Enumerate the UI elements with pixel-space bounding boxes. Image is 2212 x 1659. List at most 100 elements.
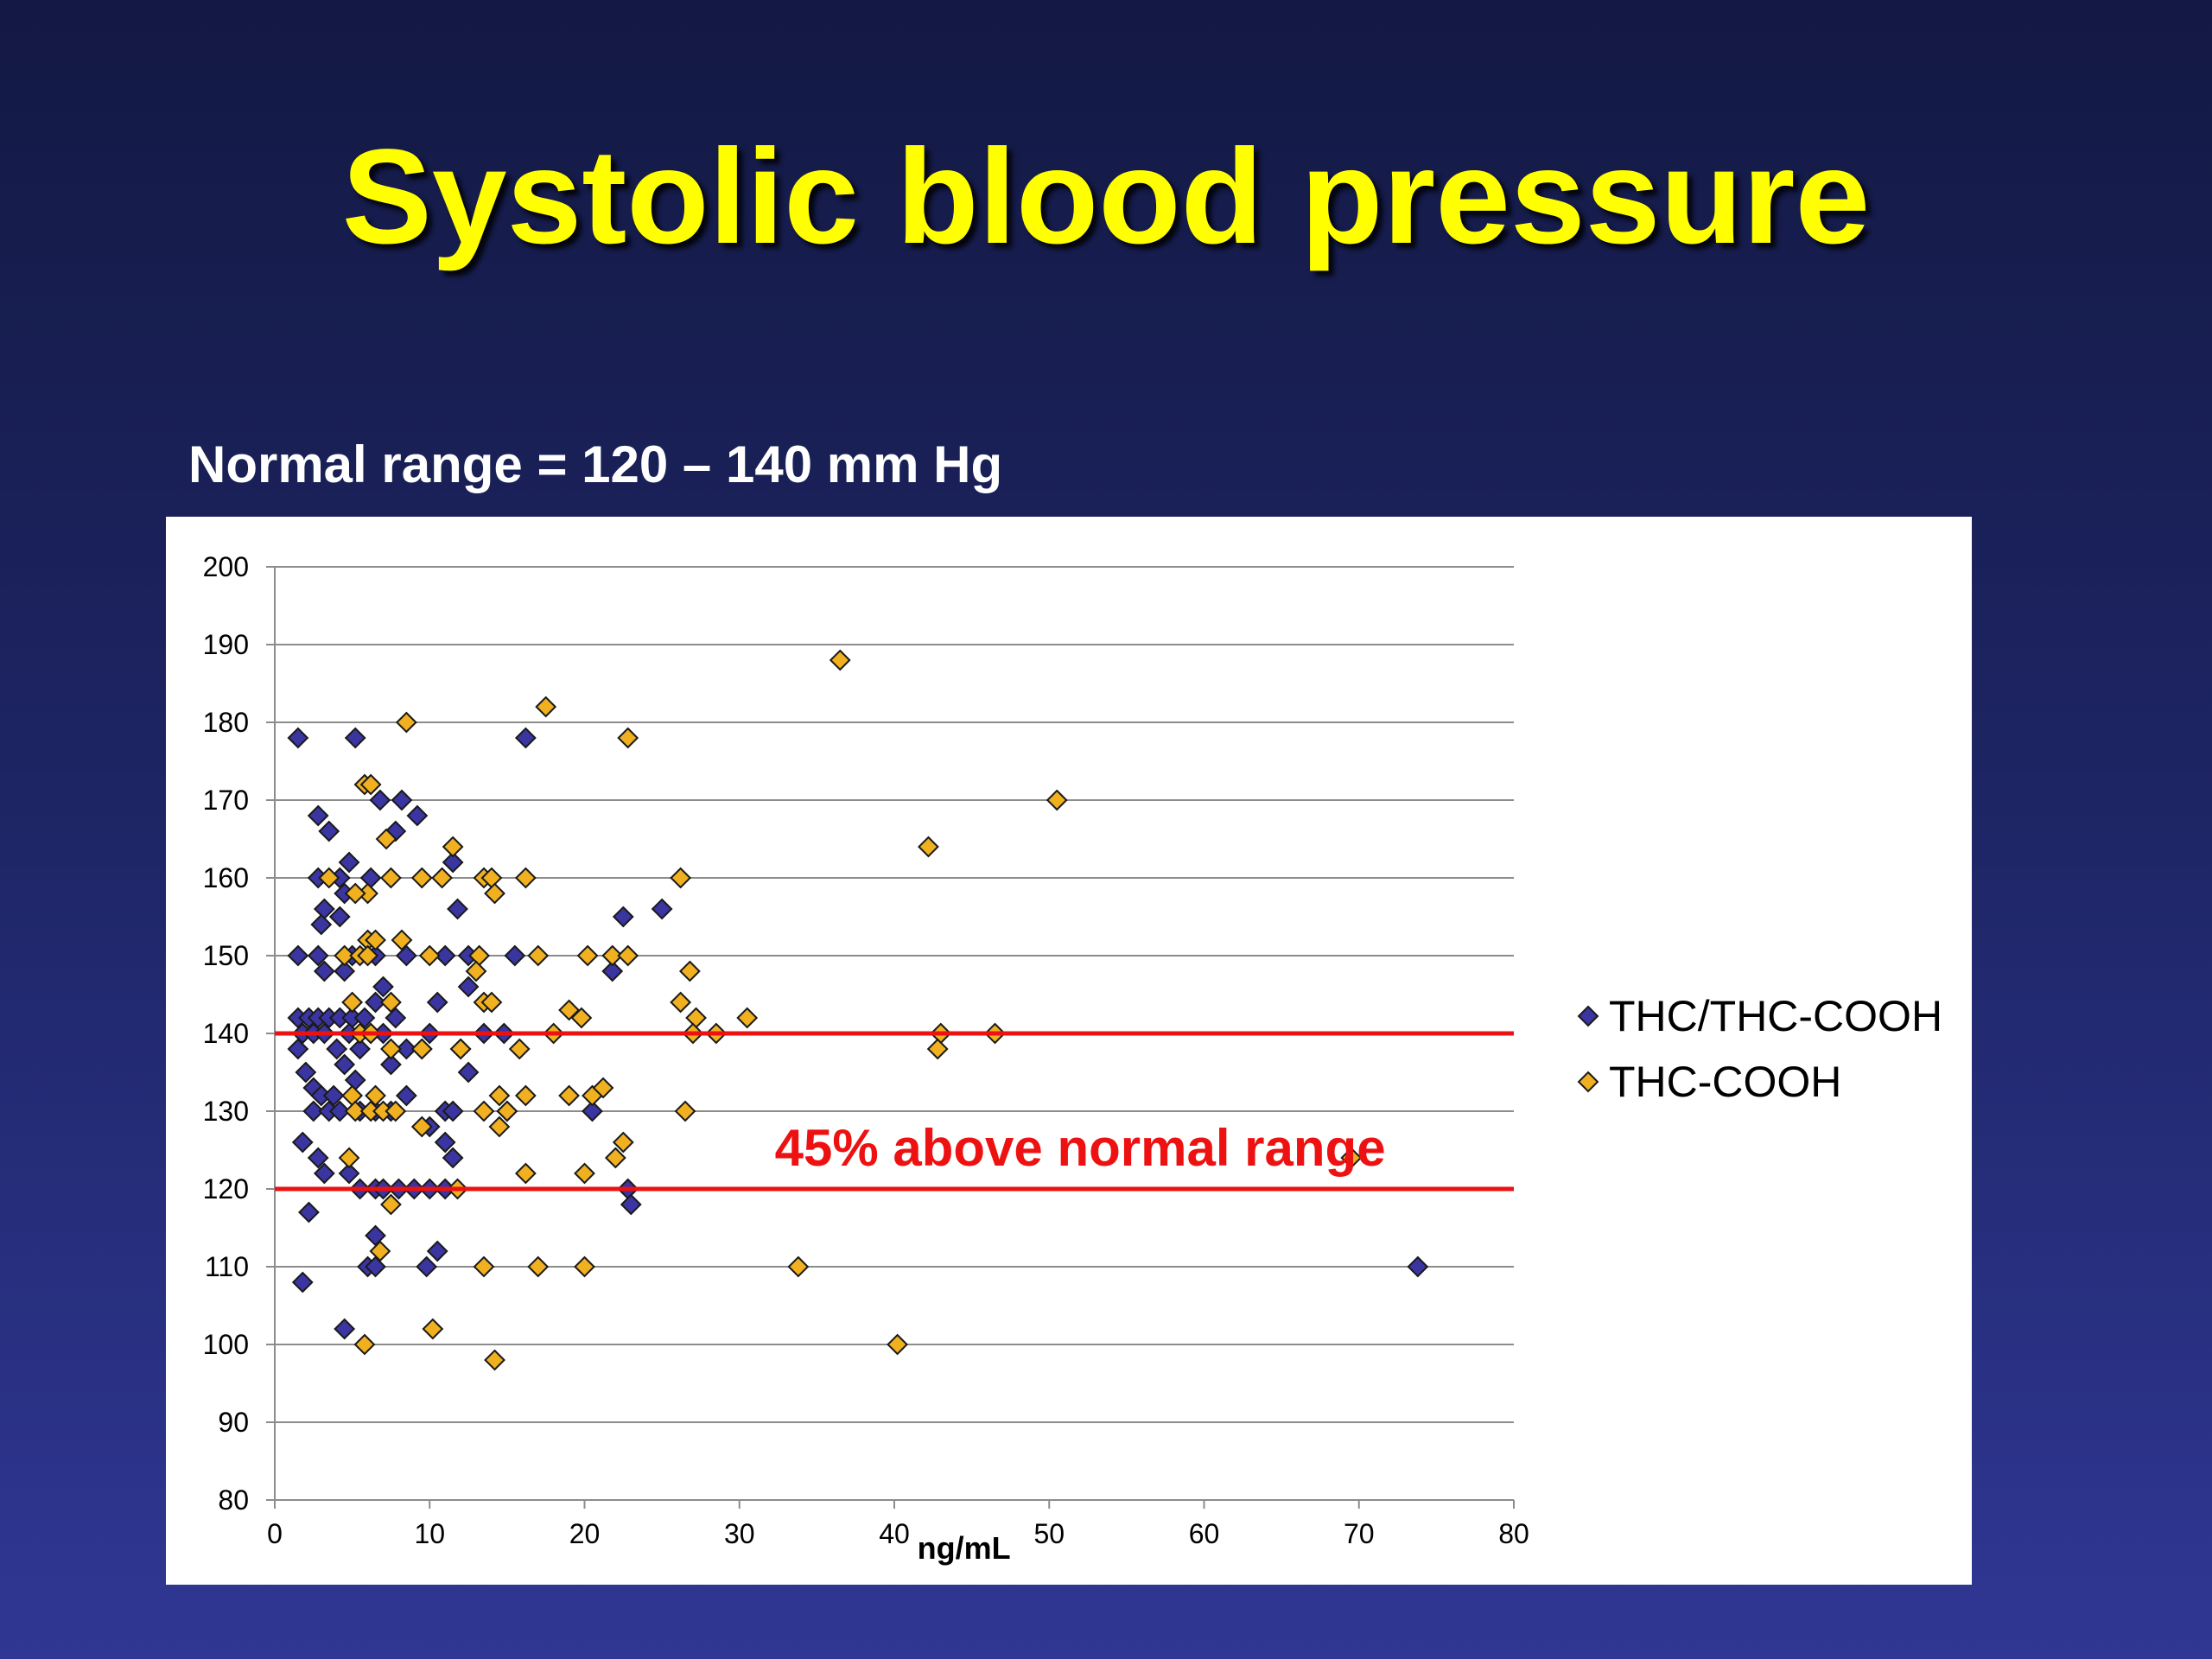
y-tick-label: 110 [205, 1251, 249, 1282]
point-thc-thc-cooh [514, 727, 537, 749]
point-thc-cooh [395, 711, 417, 734]
point-thc-thc-cooh [318, 820, 340, 842]
point-thc-thc-cooh [310, 913, 333, 936]
legend-label: THC/THC-COOH [1609, 992, 1942, 1040]
point-thc-thc-cooh [349, 1038, 372, 1060]
y-tick-label: 170 [203, 785, 249, 816]
point-thc-cooh [558, 1084, 580, 1107]
point-thc-cooh [670, 867, 692, 889]
point-thc-cooh [353, 1333, 376, 1356]
point-thc-cooh [380, 1038, 402, 1060]
point-thc-thc-cooh [298, 1201, 320, 1224]
y-tick-label: 120 [203, 1173, 249, 1205]
legend: THC/THC-COOH THC-COOH [1577, 992, 1942, 1106]
point-thc-thc-cooh [620, 1193, 642, 1216]
point-thc-cooh [359, 773, 382, 796]
point-thc-thc-cooh [372, 976, 394, 998]
point-thc-thc-cooh [395, 944, 417, 967]
point-thc-cooh [527, 944, 550, 967]
point-thc-thc-cooh [651, 898, 673, 920]
point-thc-cooh [1340, 1147, 1363, 1169]
point-thc-thc-cooh [291, 1271, 314, 1294]
point-thc-cooh [604, 1147, 626, 1169]
point-thc-thc-cooh [612, 906, 634, 928]
point-thc-cooh [418, 944, 441, 967]
x-tick-label: 60 [1189, 1518, 1220, 1549]
point-thc-thc-cooh [601, 960, 624, 982]
point-thc-thc-cooh [307, 804, 329, 827]
axes: 80 90 100 110 120 130 140 150 160 170 180 190 200 0 10… [203, 551, 1529, 1549]
x-axis-label: ng/mL [918, 1530, 1011, 1566]
legend-label: THC-COOH [1609, 1058, 1841, 1106]
point-thc-cooh [473, 1255, 495, 1278]
point-thc-cooh [480, 991, 503, 1014]
point-thc-thc-cooh [442, 1147, 464, 1169]
point-thc-cooh [887, 1333, 908, 1356]
point-thc-thc-cooh [457, 976, 480, 998]
point-thc-thc-cooh [369, 789, 391, 811]
y-tick-label: 90 [218, 1407, 249, 1438]
point-thc-cooh [365, 929, 386, 951]
point-thc-thc-cooh [504, 944, 526, 967]
point-thc-cooh [601, 944, 624, 967]
x-tick-label: 50 [1033, 1518, 1065, 1549]
point-thc-thc-cooh [457, 1061, 480, 1084]
point-thc-cooh [787, 1255, 810, 1278]
point-thc-cooh [369, 1240, 391, 1262]
point-thc-cooh [484, 882, 505, 905]
x-tick-label: 80 [1498, 1518, 1529, 1549]
point-thc-cooh [576, 944, 599, 967]
point-thc-cooh [380, 1193, 402, 1216]
point-thc-thc-cooh [442, 851, 464, 874]
slide-title: Systolic blood pressure [341, 122, 1871, 272]
y-tick-label: 160 [203, 862, 249, 893]
slide-subtitle: Normal range = 120 – 140 mm Hg [188, 435, 1003, 493]
point-thc-cooh [431, 867, 454, 889]
point-thc-thc-cooh [416, 1255, 438, 1278]
point-thc-cooh [617, 727, 639, 749]
point-thc-thc-cooh [406, 804, 429, 827]
point-thc-cooh [670, 991, 692, 1014]
point-thc-cooh [496, 1100, 518, 1122]
point-thc-thc-cooh [365, 991, 386, 1014]
point-thc-cooh [473, 1100, 495, 1122]
y-tick-label: 100 [203, 1329, 249, 1360]
point-thc-cooh [617, 944, 639, 967]
point-thc-cooh [592, 1077, 614, 1099]
point-thc-thc-cooh [328, 1100, 351, 1122]
point-thc-thc-cooh [334, 1053, 356, 1076]
point-thc-thc-cooh [395, 1084, 417, 1107]
point-thc-cooh [338, 1147, 360, 1169]
x-tick-label: 0 [267, 1518, 283, 1549]
point-thc-thc-cooh [287, 944, 309, 967]
point-thc-cooh [341, 991, 364, 1014]
point-thc-thc-cooh [442, 1100, 464, 1122]
y-tick-label: 140 [203, 1018, 249, 1049]
point-thc-thc-cooh [313, 960, 335, 982]
chart-panel: 80 90 100 110 120 130 140 150 160 170 180 190 200 0 10… [166, 517, 1972, 1585]
scatter-chart: 80 90 100 110 120 130 140 150 160 170 180 190 200 0 10… [203, 551, 1942, 1566]
point-thc-thc-cooh [307, 944, 329, 967]
point-thc-cooh [410, 867, 433, 889]
point-thc-cooh [570, 1007, 593, 1029]
point-thc-thc-cooh [287, 1038, 309, 1060]
point-thc-thc-cooh [338, 851, 360, 874]
point-thc-thc-cooh [380, 1053, 402, 1076]
point-thc-cooh [318, 867, 340, 889]
point-thc-thc-cooh [338, 1162, 360, 1185]
reference-lines [275, 1031, 1514, 1192]
point-thc-cooh [926, 1038, 949, 1060]
point-thc-cooh [508, 1038, 531, 1060]
point-thc-cooh [736, 1007, 759, 1029]
y-tick-label: 200 [203, 551, 249, 582]
point-thc-thc-cooh [447, 898, 468, 920]
point-thc-cooh [334, 944, 356, 967]
point-thc-thc-cooh [287, 727, 309, 749]
x-tick-label: 30 [724, 1518, 755, 1549]
point-thc-cooh [465, 960, 487, 982]
point-thc-cooh [514, 1162, 537, 1185]
point-thc-cooh [612, 1131, 634, 1154]
point-thc-cooh [488, 1084, 511, 1107]
point-thc-cooh [468, 944, 491, 967]
point-thc-cooh [344, 882, 366, 905]
